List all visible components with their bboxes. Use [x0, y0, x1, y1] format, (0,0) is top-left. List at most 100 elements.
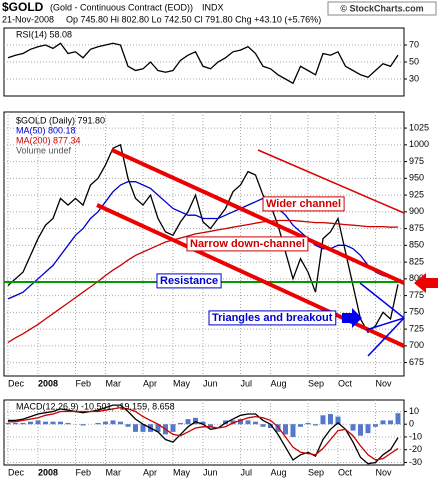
series-line [7, 219, 399, 344]
y-tick-label: 70 [409, 39, 419, 49]
annotation: Triangles and breakout [212, 312, 333, 324]
y-tick-label: 700 [409, 340, 424, 350]
y-tick-label: -20 [409, 444, 422, 454]
histogram-bar [208, 424, 213, 427]
x-tick-label: May [173, 467, 191, 477]
histogram-bar [298, 424, 303, 427]
quote: Op 745.80 Hi 802.80 Lo 742.50 Cl 791.80 … [66, 14, 321, 24]
histogram-bar [373, 424, 378, 427]
histogram-bar [260, 424, 266, 427]
histogram-bar [350, 424, 356, 431]
legend-entry: $GOLD (Daily) 791.80 [16, 115, 105, 125]
histogram-bar [13, 422, 18, 425]
x-tick-label: Mar [106, 467, 122, 477]
x-tick-label: Oct [338, 467, 353, 477]
y-tick-label: -30 [409, 457, 422, 467]
y-tick-label: 30 [409, 73, 419, 83]
histogram-bar [313, 424, 318, 426]
y-tick-label: 925 [409, 189, 424, 199]
histogram-bar [58, 421, 63, 425]
exchange: INDX [202, 2, 224, 12]
x-tick-label: Oct [338, 378, 353, 388]
series-line [7, 143, 399, 334]
x-tick-label: Feb [76, 378, 92, 388]
annotation-box [208, 310, 337, 326]
series-line [7, 181, 399, 300]
histogram-bar [170, 424, 176, 432]
symbol: $GOLD [2, 0, 44, 14]
panel-title: MACD(12,26,9) -10.501, -19.159, 8.658 [16, 401, 175, 411]
histogram-bar [358, 424, 363, 436]
histogram-bar [155, 424, 161, 432]
histogram-bar [5, 422, 11, 425]
y-tick-label: 10 [409, 406, 419, 416]
histogram-bar [200, 421, 206, 425]
x-tick-label: 2008 [38, 467, 58, 477]
panel-title: RSI(14) 58.08 [16, 29, 72, 39]
histogram-bar [35, 420, 41, 425]
histogram-bar [80, 424, 86, 426]
histogram-bar [268, 424, 273, 429]
triangle-mid [365, 317, 405, 331]
x-tick-label: Aug [271, 467, 287, 477]
histogram-bar [140, 424, 146, 432]
x-tick-label: Dec [8, 378, 25, 388]
description: (Gold - Continuous Contract (EOD)) [50, 2, 193, 12]
y-tick-label: 750 [409, 307, 424, 317]
date: 21-Nov-2008 [2, 14, 54, 24]
annotations: Wider channel Narrow down-channel Resistan… [4, 148, 438, 357]
x-tick-label: Apr [143, 378, 157, 388]
histogram-bar [253, 421, 258, 425]
y-tick-label: 1000 [409, 139, 429, 149]
legend-entry: MA(50) 800.18 [16, 125, 76, 135]
copyright-box [327, 1, 437, 16]
histogram-bar [238, 419, 243, 425]
annotation: Resistance [160, 275, 218, 287]
histogram-bar [388, 420, 393, 425]
series-line [8, 406, 399, 461]
x-tick-label: Apr [143, 467, 157, 477]
wide-channel-top [257, 149, 405, 214]
histogram-bar [335, 416, 341, 425]
histogram-bar [328, 414, 333, 425]
histogram-bar [118, 421, 123, 425]
histogram-bar [305, 422, 311, 425]
x-tick-label: 2008 [38, 378, 58, 388]
histogram-bar [290, 424, 296, 437]
legend-entry: Volume undef [16, 145, 72, 155]
red-arrow [414, 273, 438, 293]
histogram-bar [103, 421, 108, 425]
annotation-box [186, 236, 309, 252]
annotation-box [262, 196, 345, 212]
blue-arrow [342, 308, 362, 328]
x-tick-label: May [173, 378, 191, 388]
x-tick-label: Sep [308, 467, 324, 477]
y-tick-label: 1025 [409, 122, 429, 132]
triangle-bottom [367, 317, 405, 357]
copyright[interactable]: © StockCharts.com [340, 3, 423, 13]
x-tick-label: Jun [203, 467, 218, 477]
histogram-bar [20, 422, 26, 425]
histogram-bar [320, 415, 326, 425]
histogram-bar [185, 419, 191, 425]
histogram-bar [275, 424, 281, 432]
histogram-bar [283, 424, 288, 435]
x-tick-label: Jul [241, 467, 253, 477]
x-tick-label: Jun [203, 378, 218, 388]
histogram-bar [125, 424, 131, 427]
histogram-bar [380, 420, 386, 425]
histogram-bar [43, 421, 48, 425]
x-tick-label: Dec [8, 467, 25, 477]
histogram-bar [65, 422, 71, 425]
legend-entry: MA(200) 877.34 [16, 135, 81, 145]
y-tick-label: 775 [409, 290, 424, 300]
y-tick-label: 725 [409, 323, 424, 333]
x-tick-label: Jul [241, 378, 253, 388]
x-tick-label: Feb [76, 467, 92, 477]
y-tick-label: 0 [409, 419, 414, 429]
y-tick-label: 900 [409, 206, 424, 216]
y-tick-label: -10 [409, 431, 422, 441]
histogram-bar [95, 422, 101, 425]
triangle-top [359, 282, 405, 319]
